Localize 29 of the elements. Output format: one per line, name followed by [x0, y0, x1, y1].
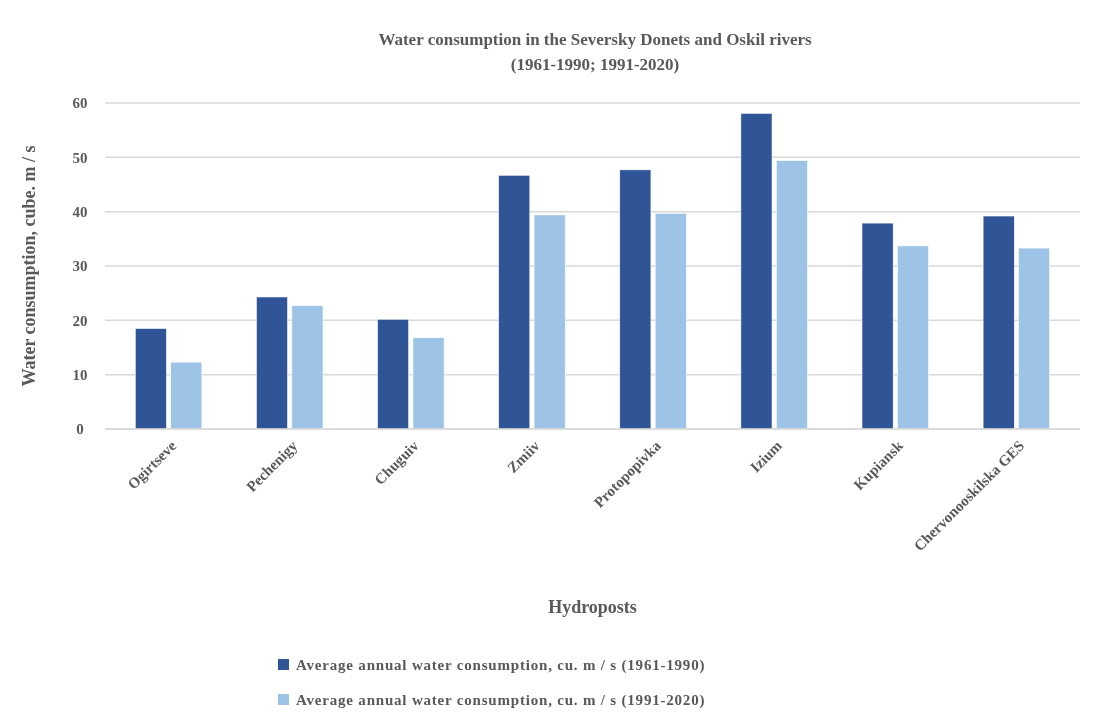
- bar: [533, 214, 566, 430]
- bar: [982, 215, 1015, 430]
- legend-label: Average annual water consumption, cu. m / s (1961-1990): [296, 657, 706, 675]
- bar: [654, 213, 687, 430]
- y-tick-label: 60: [72, 95, 88, 112]
- bar: [740, 113, 773, 430]
- bar: [1018, 247, 1051, 430]
- y-axis-title: Water consumption, cube. m / s: [19, 145, 39, 387]
- bar: [498, 174, 531, 430]
- bar: [256, 296, 288, 430]
- y-tick-label: 50: [72, 149, 88, 166]
- x-axis-title: Hydroposts: [548, 597, 637, 617]
- y-tick-label: 0: [76, 421, 84, 438]
- bar: [134, 328, 167, 430]
- bar: [377, 318, 409, 430]
- bar: [776, 160, 808, 430]
- chart-title: Water consumption in the Seversky Donets and Oskil rivers: [378, 30, 812, 49]
- y-tick-label: 20: [72, 312, 88, 329]
- bar: [897, 245, 929, 430]
- bar: [170, 361, 203, 430]
- bar: [291, 305, 324, 430]
- y-tick-label: 40: [72, 203, 88, 220]
- chart-subtitle: (1961-1990; 1991-2020): [510, 55, 680, 74]
- legend-label: Average annual water consumption, cu. m / s (1991-2020): [296, 692, 706, 710]
- bar: [861, 222, 894, 430]
- y-tick-label: 10: [72, 366, 88, 383]
- y-tick-label: 30: [72, 258, 88, 275]
- bar: [619, 169, 652, 430]
- bar: [412, 337, 445, 430]
